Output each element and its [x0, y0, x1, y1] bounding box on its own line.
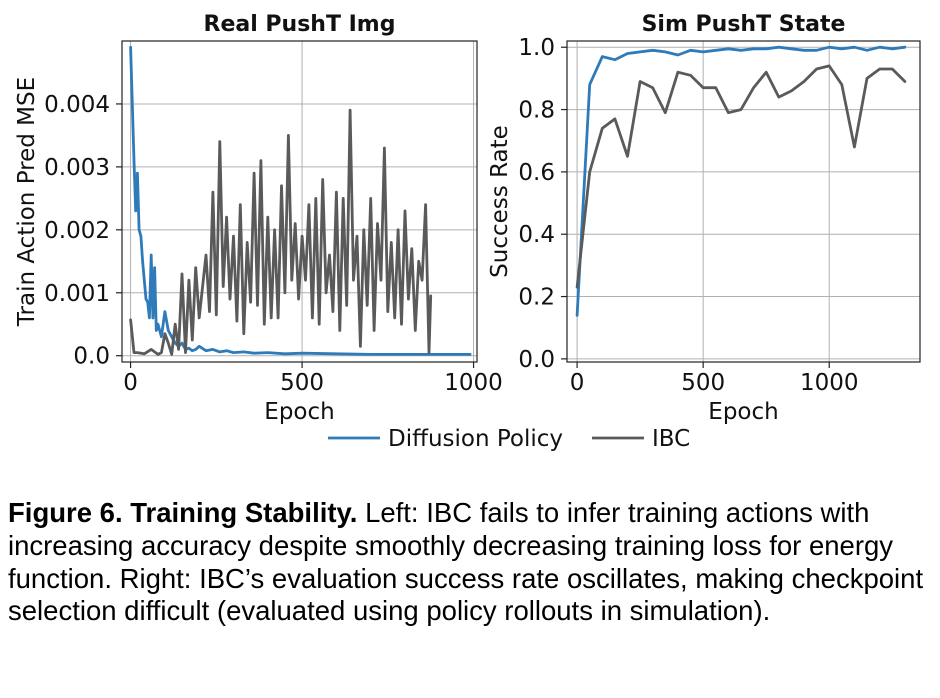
y-tick-label: 0.001 [44, 281, 110, 307]
y-tick-label: 0.8 [518, 98, 555, 124]
x-tick-label: 500 [280, 370, 324, 396]
series-line-diffusion-policy [575, 45, 907, 317]
legend-label: Diffusion Policy [388, 426, 563, 452]
left-chart-mse: 0 500 1000 0.0 0.001 0.002 0.003 0.004 Real Push… [14, 12, 503, 425]
chart-title: Sim PushT State [642, 12, 846, 37]
y-tick-label: 0.6 [518, 160, 555, 186]
y-tick-label: 0.0 [73, 344, 110, 370]
right-chart-success-rate: 0 500 1000 0.0 0.2 0.4 0.6 0.8 1.0 Sim PushT Stat… [487, 12, 921, 425]
x-tick-label: 1000 [800, 370, 859, 396]
x-axis-label: Epoch [708, 399, 778, 425]
caption-label: Figure 6. [8, 497, 123, 528]
plot-frame [121, 40, 478, 363]
x-tick-label: 0 [570, 370, 585, 396]
figure: 0 500 1000 0.0 0.001 0.002 0.003 0.004 Real Push… [14, 12, 921, 452]
x-tick-label: 1000 [444, 370, 503, 396]
y-tick-label: 0.004 [44, 92, 110, 118]
x-tick-label: 500 [681, 370, 725, 396]
y-tick-label: 0.4 [518, 222, 555, 248]
caption-text: Left: IBC fails to infer training action… [8, 497, 924, 627]
figure-caption: Figure 6. Training Stability. Left: IBC … [8, 497, 934, 628]
series-line-ibc [575, 64, 907, 289]
y-axis-label: Train Action Pred MSE [14, 77, 40, 327]
legend: Diffusion Policy IBC [328, 426, 690, 452]
y-tick-label: 0.003 [44, 155, 110, 181]
y-tick-label: 1.0 [518, 35, 555, 61]
y-tick-label: 0.002 [44, 218, 110, 244]
chart-title: Real PushT Img [204, 12, 396, 37]
series-line-ibc [129, 108, 433, 356]
x-axis-label: Epoch [264, 399, 334, 425]
x-tick-label: 0 [123, 370, 138, 396]
y-tick-label: 0.0 [518, 347, 555, 373]
y-tick-label: 0.2 [518, 285, 555, 311]
legend-label: IBC [652, 426, 690, 452]
caption-heading: Training Stability. [130, 497, 358, 528]
y-axis-label: Success Rate [487, 125, 513, 278]
plot-frame [566, 40, 921, 363]
